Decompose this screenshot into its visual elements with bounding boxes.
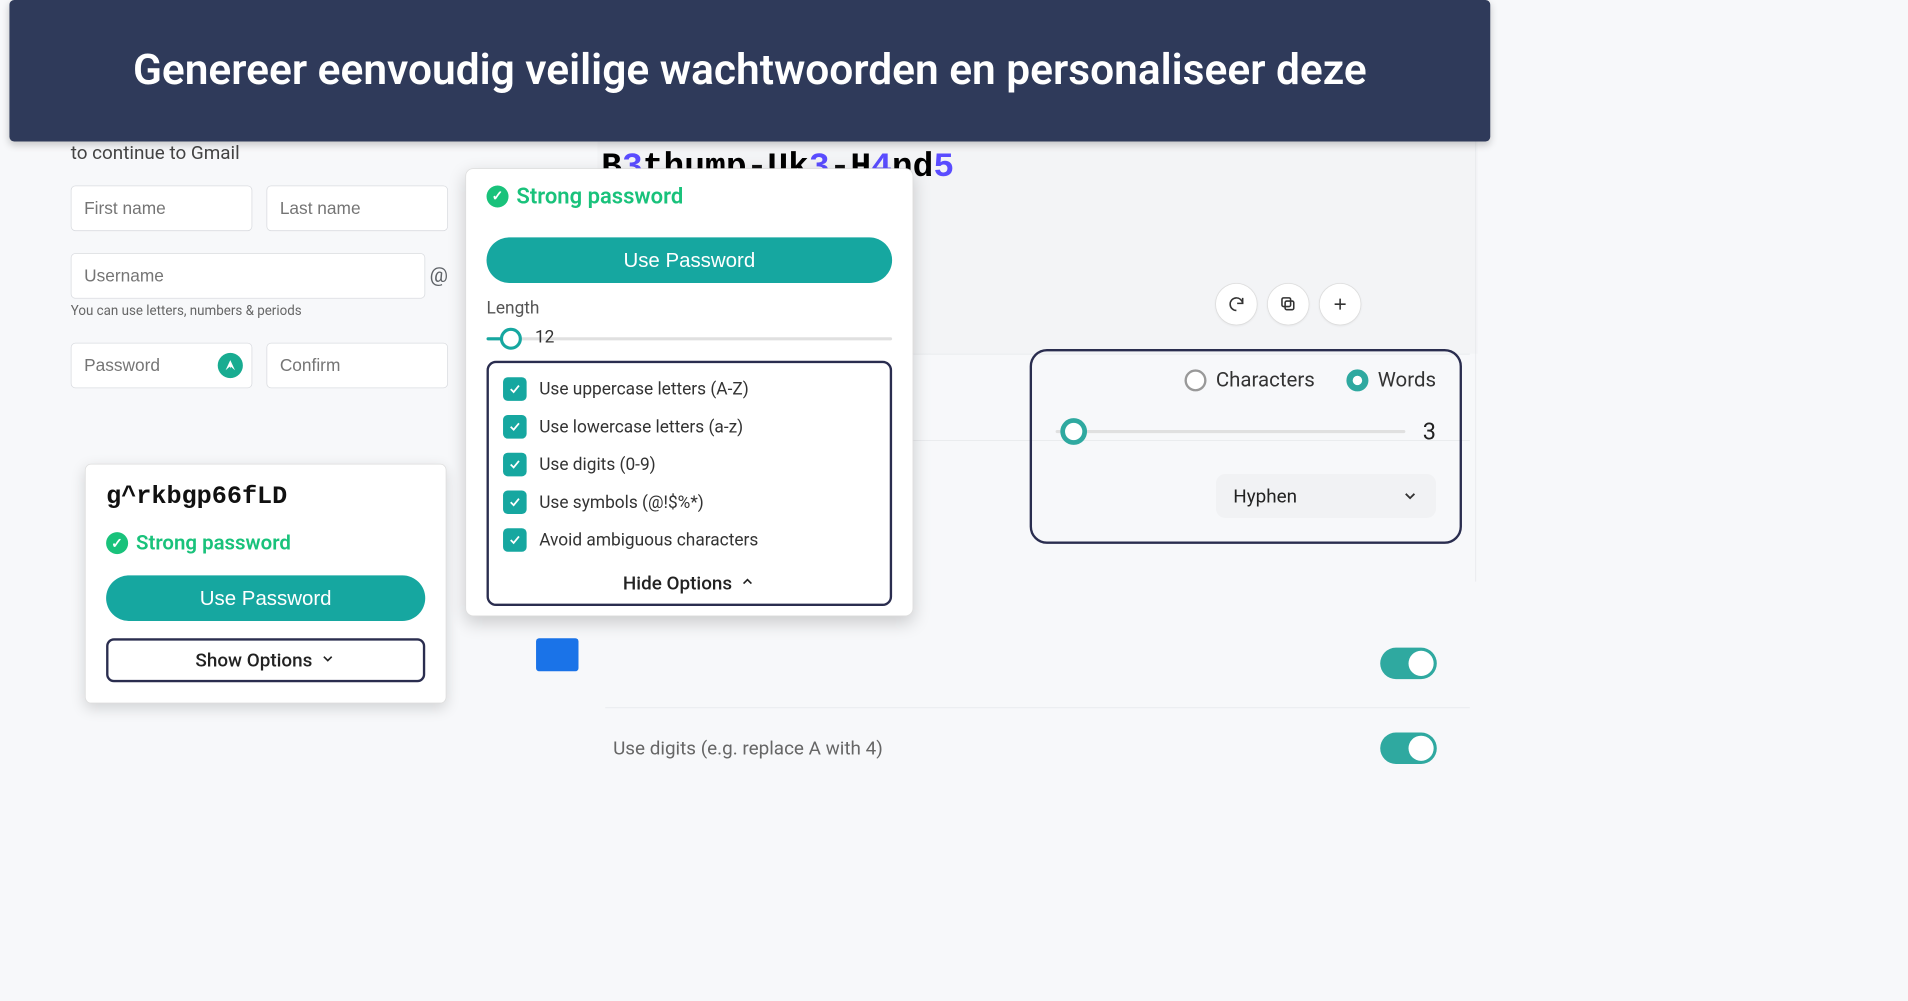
checkbox-checked-icon[interactable] <box>503 453 527 477</box>
password-input[interactable] <box>84 355 239 375</box>
hide-options-label: Hide Options <box>623 572 732 594</box>
strength-indicator: ✓ Strong password <box>487 183 893 209</box>
option-label: Avoid ambiguous characters <box>539 530 758 550</box>
divider <box>1475 141 1476 581</box>
toggle-switch[interactable] <box>1380 648 1437 679</box>
last-name-field[interactable] <box>266 185 448 231</box>
username-field[interactable] <box>71 253 425 299</box>
chevron-down-icon <box>1401 487 1418 504</box>
option-label: Use symbols (@!$%*) <box>539 492 704 512</box>
checkbox-checked-icon[interactable] <box>503 415 527 439</box>
promo-banner: Genereer eenvoudig veilige wachtwoorden … <box>9 0 1490 141</box>
radio-characters[interactable]: Characters <box>1184 369 1314 393</box>
refresh-icon <box>1227 295 1246 314</box>
checkbox-checked-icon[interactable] <box>503 528 527 552</box>
word-options-card: Characters Words 3 Hyphen <box>1030 349 1462 544</box>
password-field[interactable] <box>71 343 253 389</box>
word-count-slider[interactable] <box>1056 416 1406 447</box>
strength-text: Strong password <box>136 531 291 555</box>
toggle-row <box>613 648 1437 679</box>
first-name-input[interactable] <box>84 198 239 218</box>
banner-title: Genereer eenvoudig veilige wachtwoorden … <box>133 44 1367 97</box>
separator-value: Hyphen <box>1233 485 1297 507</box>
use-password-button[interactable]: Use Password <box>487 237 893 283</box>
option-label: Use digits (0-9) <box>539 455 655 475</box>
length-slider[interactable]: 12 <box>487 323 893 354</box>
option-label: Use lowercase letters (a-z) <box>539 417 743 437</box>
option-digits[interactable]: Use digits (0-9) <box>503 453 876 477</box>
check-icon: ✓ <box>106 532 128 554</box>
strength-text: Strong password <box>516 183 683 209</box>
subtitle: to continue to Gmail <box>71 141 448 163</box>
toggle-label: Use digits (e.g. replace A with 4) <box>613 737 883 759</box>
radio-label: Words <box>1378 369 1436 393</box>
action-buttons <box>1215 283 1361 325</box>
length-value: 12 <box>535 328 554 348</box>
toggle-switch[interactable] <box>1380 733 1437 764</box>
separator-select[interactable]: Hyphen <box>1216 474 1436 518</box>
option-uppercase[interactable]: Use uppercase letters (A-Z) <box>503 377 876 401</box>
option-ambiguous[interactable]: Avoid ambiguous characters <box>503 528 876 552</box>
username-hint: You can use letters, numbers & periods <box>71 303 448 319</box>
options-group: Use uppercase letters (A-Z) Use lowercas… <box>487 361 893 606</box>
hide-options-button[interactable]: Hide Options <box>503 566 876 597</box>
toggle-row: Use digits (e.g. replace A with 4) <box>613 733 1437 764</box>
option-label: Use uppercase letters (A-Z) <box>539 379 749 399</box>
plus-icon <box>1331 295 1350 314</box>
signup-form: to continue to Gmail @ You can use lette… <box>71 141 448 388</box>
chevron-down-icon <box>320 649 336 671</box>
radio-label: Characters <box>1216 369 1315 393</box>
length-label: Length <box>487 299 893 319</box>
password-popup-expanded: ✓ Strong password Use Password Length 12… <box>465 168 913 616</box>
nordpass-icon[interactable] <box>218 353 243 378</box>
confirm-input[interactable] <box>280 355 435 375</box>
copy-button[interactable] <box>1267 283 1309 325</box>
radio-unselected-icon <box>1184 369 1206 391</box>
show-options-button[interactable]: Show Options <box>106 638 425 682</box>
refresh-button[interactable] <box>1215 283 1257 325</box>
password-popup-compact: g^rkbgp66fLD ✓ Strong password Use Passw… <box>85 464 447 704</box>
pw-seg: 5 <box>933 148 954 187</box>
first-name-field[interactable] <box>71 185 253 231</box>
last-name-input[interactable] <box>280 198 435 218</box>
chevron-up-icon <box>740 572 756 594</box>
word-count-value: 3 <box>1423 418 1436 446</box>
add-button[interactable] <box>1319 283 1361 325</box>
show-options-label: Show Options <box>195 649 312 671</box>
at-symbol: @ <box>430 264 448 288</box>
use-password-button[interactable]: Use Password <box>106 575 425 621</box>
divider <box>605 707 1470 708</box>
option-symbols[interactable]: Use symbols (@!$%*) <box>503 490 876 514</box>
radio-words[interactable]: Words <box>1346 369 1436 393</box>
checkbox-checked-icon[interactable] <box>503 377 527 401</box>
confirm-field[interactable] <box>266 343 448 389</box>
next-button-peek[interactable] <box>536 638 578 671</box>
radio-selected-icon <box>1346 369 1368 391</box>
copy-icon <box>1279 295 1298 314</box>
option-lowercase[interactable]: Use lowercase letters (a-z) <box>503 415 876 439</box>
check-icon: ✓ <box>487 185 509 207</box>
checkbox-checked-icon[interactable] <box>503 490 527 514</box>
generated-password: g^rkbgp66fLD <box>106 482 425 511</box>
username-input[interactable] <box>84 266 411 286</box>
strength-indicator: ✓ Strong password <box>106 531 425 555</box>
